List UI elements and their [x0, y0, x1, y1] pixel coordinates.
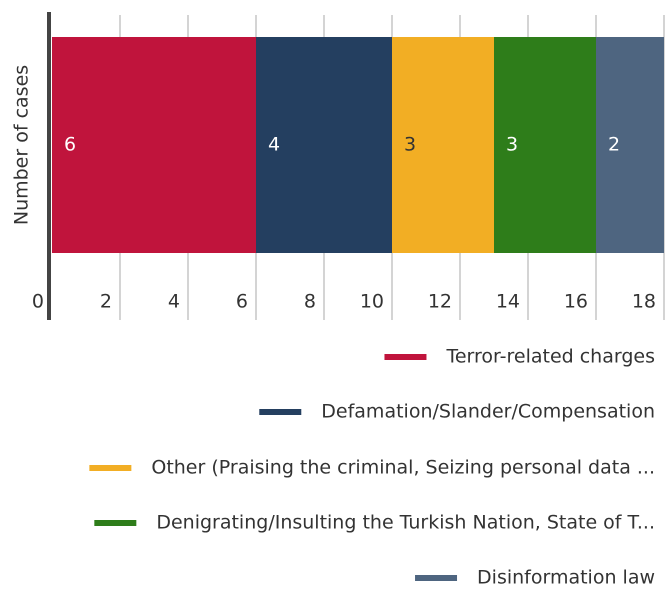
bar-segment: [52, 37, 256, 253]
x-tick-label: 0: [32, 291, 44, 313]
legend-swatch: [89, 465, 132, 471]
legend-swatch: [259, 409, 302, 415]
y-axis-label: Number of cases: [11, 65, 33, 225]
legend-label: Denigrating/Insulting the Turkish Nation…: [156, 512, 655, 534]
legend-swatch: [94, 520, 137, 526]
x-tick-label: 6: [236, 291, 248, 313]
value-label: 6: [64, 134, 76, 156]
legend-label: Other (Praising the criminal, Seizing pe…: [151, 457, 655, 479]
value-label: 3: [404, 134, 416, 156]
value-label: 4: [268, 134, 280, 156]
bar-segment: [392, 37, 494, 253]
value-label: 2: [608, 134, 620, 156]
bar-segment: [256, 37, 392, 253]
x-tick-label: 16: [564, 291, 588, 313]
legend-swatch: [384, 354, 427, 360]
bar-segment: [494, 37, 596, 253]
x-tick-label: 14: [496, 291, 520, 313]
legend-label: Disinformation law: [477, 567, 655, 589]
bar-segment: [596, 37, 664, 253]
legend-label: Terror-related charges: [445, 346, 655, 368]
legend-swatch: [415, 575, 458, 581]
x-tick-label: 18: [632, 291, 656, 313]
legend-label: Defamation/Slander/Compensation: [321, 401, 655, 423]
x-tick-label: 2: [100, 291, 112, 313]
x-tick-label: 12: [428, 291, 452, 313]
value-label: 3: [506, 134, 518, 156]
x-tick-label: 4: [168, 291, 180, 313]
x-tick-label: 8: [304, 291, 316, 313]
x-tick-label: 10: [360, 291, 384, 313]
